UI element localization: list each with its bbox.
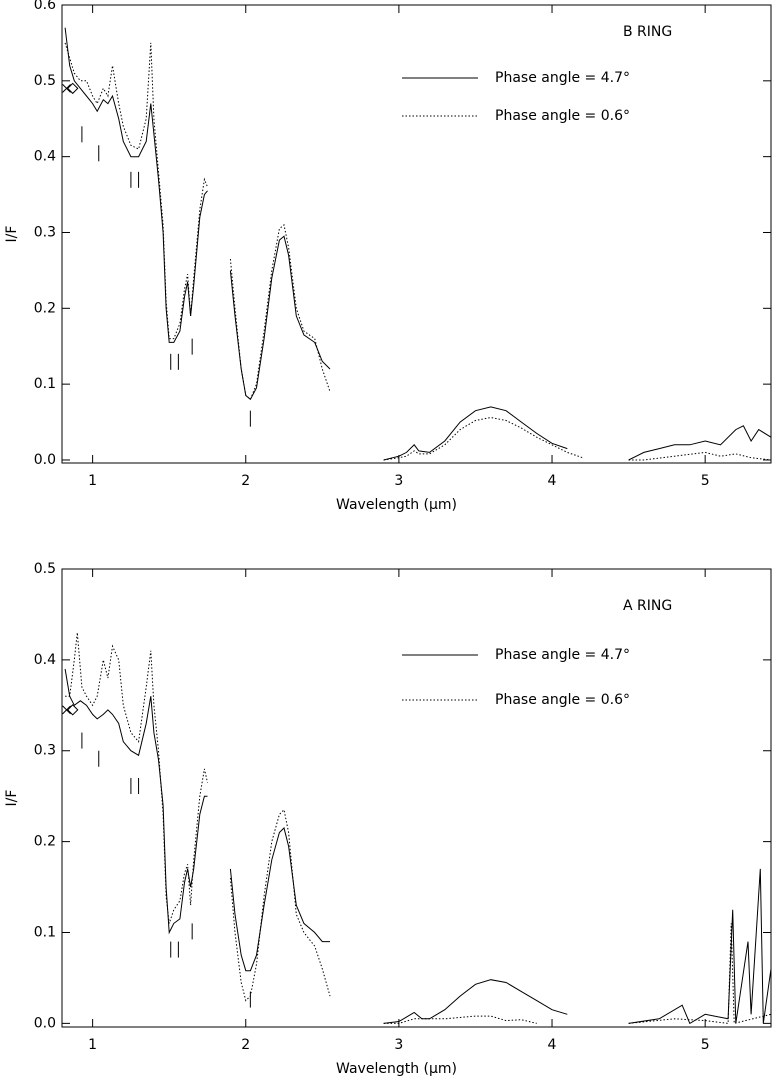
reference-point [62, 705, 71, 715]
y-tick-label: 0.2 [34, 300, 56, 316]
x-axis-label: Wavelength (μm) [336, 497, 457, 513]
spectrum-line [64, 42, 772, 461]
x-tick-label: 1 [88, 473, 97, 489]
y-tick-label: 0.4 [34, 652, 56, 668]
x-tick-label: 3 [394, 473, 403, 489]
x-tick-label: 2 [241, 1037, 250, 1053]
y-tick-label: 0.3 [34, 224, 56, 240]
x-axis-label: Wavelength (μm) [336, 1061, 457, 1077]
ring-label: A RING [623, 598, 672, 614]
legend-label: Phase angle = 4.7° [495, 70, 630, 86]
plot-frame [61, 568, 772, 1028]
y-tick-label: 0.3 [34, 743, 56, 759]
spectrum-line [65, 632, 772, 1025]
y-tick-label: 0.6 [34, 0, 56, 13]
legend-label: Phase angle = 4.7° [495, 647, 630, 663]
y-tick-label: 0.0 [34, 452, 56, 468]
y-tick-label: 0.4 [34, 149, 56, 165]
plot-frame [61, 4, 772, 464]
x-tick-label: 4 [548, 473, 557, 489]
legend-label: Phase angle = 0.6° [495, 108, 630, 124]
y-tick-label: 0.5 [34, 73, 56, 89]
y-tick-label: 0.5 [34, 561, 56, 577]
spectrum-line [64, 27, 772, 461]
spectrum-line [64, 668, 772, 1025]
y-tick-label: 0.2 [34, 834, 56, 850]
x-tick-label: 5 [701, 473, 710, 489]
ring-label: B RING [623, 24, 672, 40]
x-tick-label: 2 [241, 473, 250, 489]
x-tick-label: 4 [548, 1037, 557, 1053]
y-axis-label: I/F [4, 226, 20, 243]
x-tick-label: 3 [394, 1037, 403, 1053]
x-tick-label: 1 [88, 1037, 97, 1053]
y-tick-label: 0.0 [34, 1015, 56, 1031]
legend-label: Phase angle = 0.6° [495, 692, 630, 708]
y-tick-label: 0.1 [34, 924, 56, 940]
x-tick-label: 5 [701, 1037, 710, 1053]
reference-point [67, 704, 79, 716]
reference-point [67, 82, 79, 95]
reference-point [62, 84, 71, 93]
y-axis-label: I/F [4, 790, 20, 807]
y-tick-label: 0.1 [34, 376, 56, 392]
